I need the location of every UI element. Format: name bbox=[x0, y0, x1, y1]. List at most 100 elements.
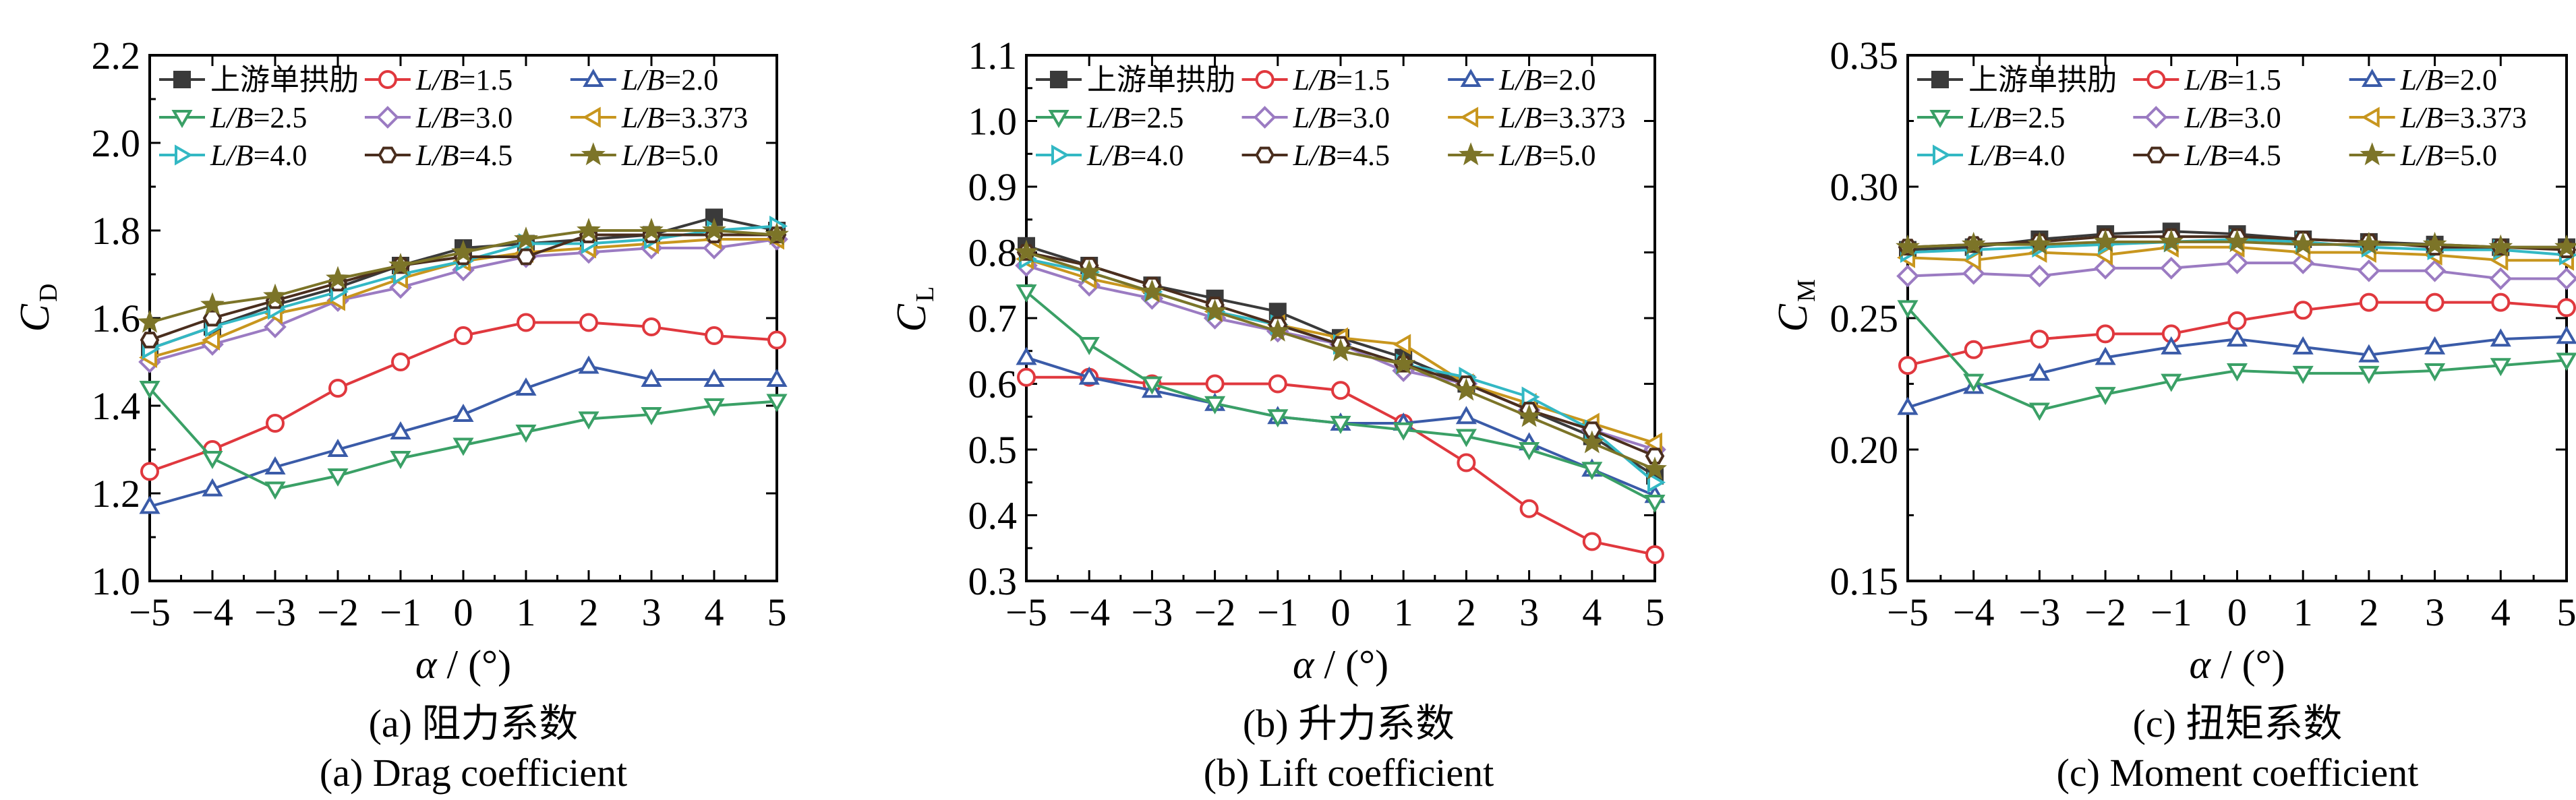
x-tick-label: −3 bbox=[1132, 590, 1173, 634]
legend-marker bbox=[378, 146, 398, 164]
x-tick-label: 3 bbox=[642, 590, 662, 634]
data-point bbox=[1391, 351, 1416, 375]
data-point bbox=[2095, 387, 2116, 406]
data-point bbox=[703, 368, 725, 387]
legend-label: L/B=2.5 bbox=[1086, 101, 1183, 134]
legend-label: L/B=2.0 bbox=[2400, 63, 2497, 96]
legend-item: L/B=2.5 bbox=[159, 101, 307, 134]
data-point bbox=[2490, 358, 2511, 377]
legend-label: L/B=5.0 bbox=[1498, 139, 1596, 172]
data-point bbox=[328, 379, 347, 398]
data-point bbox=[139, 381, 160, 400]
data-point bbox=[264, 481, 286, 500]
legend-label: L/B=3.373 bbox=[2400, 101, 2527, 134]
y-axis-label-subscript: D bbox=[34, 284, 63, 302]
series-4 bbox=[1016, 284, 1666, 514]
data-point bbox=[454, 326, 473, 345]
data-point bbox=[1204, 396, 1226, 414]
data-point bbox=[1896, 264, 1919, 288]
legend-label: L/B=1.5 bbox=[2184, 63, 2281, 96]
legend-marker bbox=[1931, 71, 1949, 88]
data-point bbox=[1898, 356, 1917, 375]
data-point bbox=[1393, 334, 1411, 355]
data-point bbox=[1517, 404, 1542, 427]
data-point bbox=[327, 468, 349, 487]
x-tick-label: 3 bbox=[1519, 590, 1539, 634]
data-point bbox=[639, 218, 664, 241]
legend-item: L/B=4.0 bbox=[1917, 139, 2065, 172]
data-point bbox=[2424, 336, 2446, 355]
legend-label: L/B=4.5 bbox=[2184, 139, 2281, 172]
legend-marker bbox=[1050, 71, 1067, 88]
legend-item: L/B=5.0 bbox=[570, 139, 718, 172]
legend-label: L/B=2.0 bbox=[621, 63, 718, 96]
data-point bbox=[1455, 429, 1477, 448]
legend-item: L/B=1.5 bbox=[364, 63, 513, 96]
data-point bbox=[2423, 259, 2447, 282]
x-tick-label: 4 bbox=[2491, 590, 2511, 634]
legend-marker bbox=[1255, 146, 1275, 164]
legend: 上游单拱肋 L/B=1.5 L/B=2.0 L/B=2.5 L/B=3.0 L/B=3.3… bbox=[1917, 63, 2527, 172]
data-point bbox=[2556, 352, 2576, 371]
data-point bbox=[514, 226, 538, 250]
data-point bbox=[1140, 279, 1165, 303]
legend-marker bbox=[581, 142, 606, 166]
legend-item: L/B=3.0 bbox=[2133, 101, 2281, 134]
x-tick-label: −5 bbox=[129, 590, 171, 634]
series-5 bbox=[1896, 251, 2576, 290]
data-point bbox=[1078, 366, 1100, 385]
x-tick-label: 5 bbox=[767, 590, 787, 634]
y-tick-label: 1.1 bbox=[968, 34, 1018, 78]
data-point bbox=[2554, 234, 2576, 257]
y-axis-label-subscript: M bbox=[1792, 279, 1821, 302]
data-point bbox=[578, 411, 599, 430]
legend-label: L/B=5.0 bbox=[621, 139, 718, 172]
y-tick-label: 2.0 bbox=[92, 121, 141, 165]
y-tick-label: 1.0 bbox=[968, 100, 1018, 144]
x-tick-label: −4 bbox=[1953, 590, 1995, 634]
legend-marker bbox=[173, 71, 191, 88]
data-point bbox=[1896, 234, 1920, 257]
data-point bbox=[516, 248, 536, 266]
data-point bbox=[702, 218, 726, 241]
data-point bbox=[2227, 311, 2247, 330]
data-point bbox=[517, 313, 535, 332]
series-4 bbox=[1897, 300, 2576, 421]
data-point bbox=[266, 414, 285, 433]
y-tick-label: 1.0 bbox=[92, 559, 141, 603]
data-point bbox=[2028, 264, 2051, 288]
plot-frame bbox=[1025, 54, 1656, 582]
data-point bbox=[766, 368, 788, 387]
y-tick-label: 0.3 bbox=[968, 559, 1018, 603]
data-point bbox=[767, 330, 786, 350]
x-tick-label: −3 bbox=[254, 590, 296, 634]
legend-marker bbox=[583, 69, 604, 87]
caption-cn: (c) 扭矩系数 bbox=[2133, 702, 2343, 745]
data-point bbox=[1519, 499, 1539, 518]
legend-label: L/B=3.0 bbox=[415, 101, 513, 134]
series-2 bbox=[140, 313, 786, 481]
x-tick-label: −2 bbox=[2084, 590, 2126, 634]
data-point bbox=[1897, 300, 1919, 319]
data-point bbox=[2292, 365, 2314, 384]
y-axis-label: C bbox=[12, 304, 58, 332]
data-point bbox=[765, 222, 789, 245]
x-tick-label: −5 bbox=[1005, 590, 1047, 634]
x-tick-label: 1 bbox=[517, 590, 536, 634]
caption-en: (b) Lift coefficient bbox=[1204, 751, 1494, 795]
data-point bbox=[1457, 453, 1476, 472]
data-point bbox=[264, 456, 286, 474]
legend-label: L/B=4.0 bbox=[210, 139, 307, 172]
data-point bbox=[2359, 293, 2378, 312]
data-point bbox=[1077, 259, 1102, 282]
x-tick-label: 2 bbox=[1457, 590, 1476, 634]
data-point bbox=[1393, 422, 1414, 441]
x-tick-label: −5 bbox=[1887, 590, 1929, 634]
legend-marker bbox=[1459, 142, 1484, 166]
y-tick-label: 1.4 bbox=[92, 384, 141, 428]
data-point bbox=[2358, 259, 2380, 282]
data-point bbox=[1897, 396, 1919, 415]
data-point bbox=[1014, 239, 1038, 263]
legend-label: 上游单拱肋 bbox=[1087, 63, 1235, 96]
legend-marker bbox=[2360, 142, 2384, 166]
